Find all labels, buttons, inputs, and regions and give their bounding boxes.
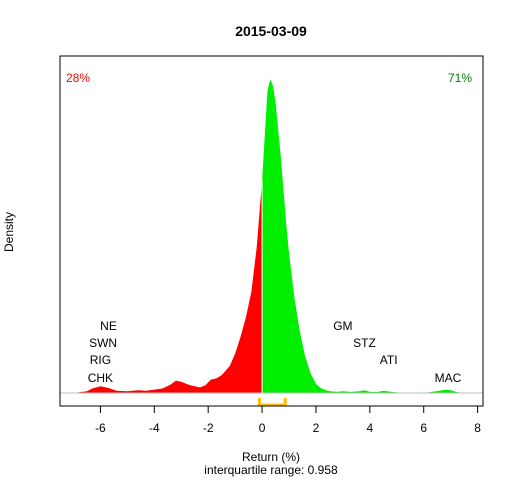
x-tick-label: -4 bbox=[149, 421, 160, 435]
iqr-bracket bbox=[257, 398, 287, 407]
x-tick-label: 8 bbox=[474, 421, 481, 435]
x-tick-label: 0 bbox=[259, 421, 266, 435]
negative-share-label: 28% bbox=[66, 71, 90, 85]
y-axis-label: Density bbox=[2, 212, 16, 252]
right-ticker-label: STZ bbox=[353, 336, 376, 350]
positive-area-path bbox=[262, 79, 462, 394]
right-ticker-label: ATI bbox=[380, 353, 398, 367]
right-ticker-label: MAC bbox=[435, 371, 462, 385]
left-ticker-label: RIG bbox=[90, 353, 111, 367]
positive-share-label: 71% bbox=[448, 71, 472, 85]
left-ticker-label: SWN bbox=[89, 336, 117, 350]
positive-density-area bbox=[262, 79, 462, 394]
x-tick-label: 2 bbox=[313, 421, 320, 435]
iqr-caption: interquartile range: 0.958 bbox=[204, 463, 338, 477]
right-ticker-label: GM bbox=[333, 319, 352, 333]
x-tick-label: -6 bbox=[95, 421, 106, 435]
negative-area-path bbox=[73, 180, 263, 393]
x-tick-label: -2 bbox=[203, 421, 214, 435]
left-ticker-label: CHK bbox=[88, 371, 113, 385]
x-axis: -6 -4 -2 0 2 4 6 8 bbox=[95, 405, 481, 435]
x-tick-label: 4 bbox=[366, 421, 373, 435]
negative-density-area bbox=[73, 180, 263, 393]
x-tick-label: 6 bbox=[420, 421, 427, 435]
iqr-marker bbox=[257, 398, 287, 407]
chart-title: 2015-03-09 bbox=[235, 23, 307, 39]
x-axis-label: Return (%) bbox=[242, 450, 300, 464]
left-ticker-label: NE bbox=[100, 319, 117, 333]
